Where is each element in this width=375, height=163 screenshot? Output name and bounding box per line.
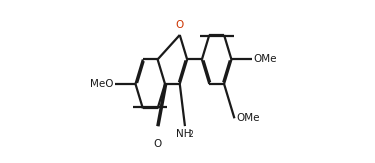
Text: OMe: OMe xyxy=(254,54,277,64)
Text: O: O xyxy=(176,20,184,30)
Text: MeO: MeO xyxy=(90,79,113,89)
Text: 2: 2 xyxy=(189,130,194,139)
Text: NH: NH xyxy=(176,129,191,139)
Text: O: O xyxy=(153,139,161,149)
Text: OMe: OMe xyxy=(236,113,260,123)
